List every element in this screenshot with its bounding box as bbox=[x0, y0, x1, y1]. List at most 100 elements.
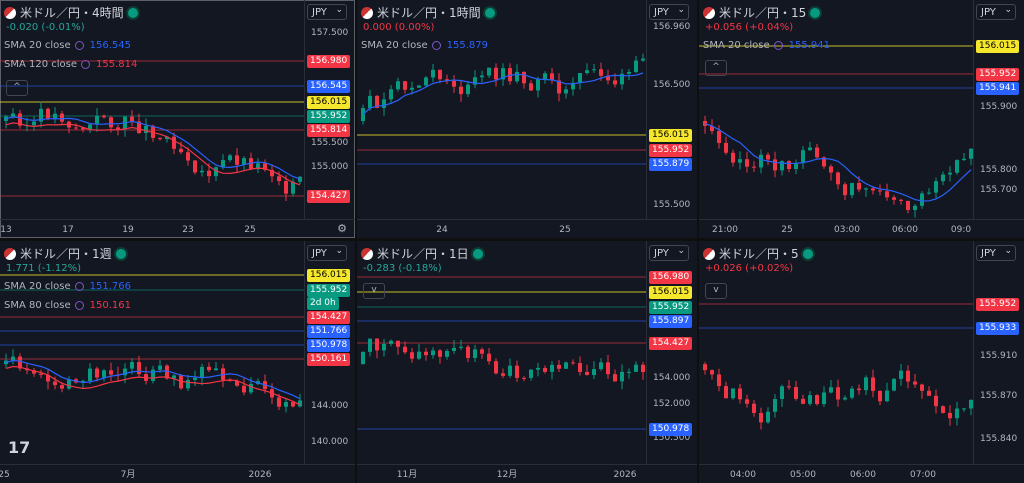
candle bbox=[745, 159, 749, 167]
collapse-legend-button[interactable]: ^ bbox=[6, 80, 28, 96]
price-axis[interactable]: 155.910 155.870 155.840 155.952 155.933 bbox=[973, 241, 1024, 465]
price-axis[interactable]: 157.500156.500155.500155.000156.980156.5… bbox=[304, 0, 355, 220]
candle bbox=[11, 356, 15, 361]
candle bbox=[822, 157, 826, 167]
candle bbox=[487, 353, 491, 362]
candle bbox=[857, 182, 861, 190]
candle bbox=[396, 81, 400, 90]
candle bbox=[291, 181, 295, 194]
indicator-name: SMA 20 close bbox=[4, 40, 71, 51]
chart-panel-p5[interactable]: 154.000 152.000 150.500 156.980 156.015 155.9… bbox=[357, 241, 697, 483]
price-plot[interactable] bbox=[357, 241, 647, 465]
price-tick: 154.000 bbox=[653, 373, 691, 383]
candle bbox=[158, 365, 162, 370]
candle bbox=[11, 113, 15, 117]
expand-legend-button[interactable]: v bbox=[705, 283, 727, 299]
currency-select[interactable]: JPY ⌄ bbox=[307, 4, 347, 20]
candle bbox=[808, 147, 812, 151]
candle bbox=[228, 155, 232, 161]
price-plot[interactable] bbox=[0, 0, 305, 220]
price-axis[interactable]: 156.960 156.500 155.500 156.015 155.952 155.8… bbox=[646, 0, 697, 220]
candle bbox=[815, 395, 819, 405]
time-axis[interactable]: 24 25 bbox=[357, 219, 697, 238]
time-axis[interactable]: 04:00 05:00 06:00 07:00 bbox=[699, 464, 1024, 483]
candle bbox=[787, 161, 791, 170]
candle bbox=[906, 200, 910, 210]
symbol-title[interactable]: 米ドル／円・15 bbox=[703, 4, 821, 21]
price-axis[interactable]: 144.000 140.000 156.015 155.952 2d 0h 154.427… bbox=[304, 241, 355, 465]
time-axis[interactable]: 25 7月 2026 bbox=[0, 464, 355, 483]
candle bbox=[759, 154, 763, 168]
price-change: +0.056 (+0.04%) bbox=[705, 22, 794, 33]
candle bbox=[878, 390, 882, 402]
currency-select[interactable]: JPY ⌄ bbox=[976, 4, 1016, 20]
candle bbox=[780, 161, 784, 171]
currency-select[interactable]: JPY ⌄ bbox=[649, 4, 689, 20]
candle bbox=[710, 370, 714, 375]
candle bbox=[277, 176, 281, 182]
candle bbox=[382, 99, 386, 108]
time-tick: 2026 bbox=[248, 470, 272, 480]
symbol-label: 米ドル／円・4時間 bbox=[20, 6, 124, 20]
expand-legend-button[interactable]: v bbox=[363, 283, 385, 299]
chevron-down-icon: ⌄ bbox=[677, 5, 685, 15]
chart-panel-p2[interactable]: 156.960 156.500 155.500 156.015 155.952 155.8… bbox=[357, 0, 697, 238]
candle bbox=[151, 369, 155, 381]
candle bbox=[808, 395, 812, 404]
price-axis[interactable]: 154.000 152.000 150.500 156.980 156.015 155.9… bbox=[646, 241, 697, 465]
price-tag: 156.545 bbox=[307, 80, 351, 93]
tradingview-logo: 17 bbox=[8, 438, 31, 457]
indicator-legend[interactable]: SMA 80 close 150.161 bbox=[4, 300, 131, 311]
indicator-value: 155.879 bbox=[446, 40, 489, 51]
price-plot[interactable] bbox=[699, 241, 974, 465]
candle bbox=[137, 121, 141, 134]
currency-select[interactable]: JPY ⌄ bbox=[976, 245, 1016, 261]
time-axis[interactable]: 11月 12月 2026 bbox=[357, 464, 697, 483]
candle bbox=[473, 77, 477, 85]
price-axis[interactable]: 155.900 155.800 155.700 156.015 155.952 155.9… bbox=[973, 0, 1024, 220]
candle bbox=[522, 377, 526, 379]
price-plot[interactable] bbox=[0, 241, 305, 465]
candle bbox=[948, 172, 952, 175]
chart-panel-p6[interactable]: 155.910 155.870 155.840 155.952 155.933 04:00… bbox=[699, 241, 1024, 483]
chart-panel-p1[interactable]: 157.500156.500155.500155.000156.980156.5… bbox=[0, 0, 355, 238]
candle bbox=[95, 115, 99, 125]
symbol-title[interactable]: 米ドル／円・5 bbox=[703, 245, 813, 262]
symbol-title[interactable]: 米ドル／円・1時間 bbox=[361, 4, 495, 21]
chart-panel-p4[interactable]: 144.000 140.000 156.015 155.952 2d 0h 154.427… bbox=[0, 241, 355, 483]
time-axis[interactable]: 13 17 19 23 25 bbox=[0, 219, 355, 238]
symbol-label: 米ドル／円・1週 bbox=[20, 247, 112, 261]
symbol-title[interactable]: 米ドル／円・1日 bbox=[361, 245, 483, 262]
candle bbox=[557, 364, 561, 369]
market-open-icon bbox=[802, 248, 813, 259]
indicator-legend[interactable]: SMA 120 close 155.814 bbox=[4, 59, 137, 70]
candle bbox=[613, 80, 617, 85]
candle bbox=[137, 362, 141, 375]
chart-panel-p3[interactable]: 155.900 155.800 155.700 156.015 155.952 155.9… bbox=[699, 0, 1024, 238]
price-tag: 154.427 bbox=[649, 337, 693, 350]
currency-select[interactable]: JPY ⌄ bbox=[307, 245, 347, 261]
indicator-legend[interactable]: SMA 20 close 155.879 bbox=[361, 40, 488, 51]
candle bbox=[466, 346, 470, 358]
candle bbox=[550, 73, 554, 81]
collapse-legend-button[interactable]: ^ bbox=[705, 60, 727, 76]
indicator-legend[interactable]: SMA 20 close 156.545 bbox=[4, 40, 131, 51]
settings-icon[interactable]: ⚙ bbox=[337, 222, 347, 235]
indicator-legend[interactable]: SMA 20 close 151.766 bbox=[4, 281, 131, 292]
price-plot[interactable] bbox=[699, 0, 974, 220]
time-axis[interactable]: 21:00 25 03:00 06:00 09:0 bbox=[699, 219, 1024, 238]
symbol-title[interactable]: 米ドル／円・4時間 bbox=[4, 4, 138, 21]
candle bbox=[88, 124, 92, 130]
candle bbox=[270, 169, 274, 177]
price-plot[interactable] bbox=[357, 0, 647, 220]
currency-label: JPY bbox=[654, 248, 669, 259]
symbol-title[interactable]: 米ドル／円・1週 bbox=[4, 245, 126, 262]
market-open-icon bbox=[115, 248, 126, 259]
indicator-legend[interactable]: SMA 20 close 155.941 bbox=[703, 40, 830, 51]
currency-select[interactable]: JPY ⌄ bbox=[649, 245, 689, 261]
candle bbox=[172, 136, 176, 149]
candle bbox=[18, 113, 22, 126]
price-tag: 156.015 bbox=[649, 129, 693, 142]
candle bbox=[144, 125, 148, 134]
candle bbox=[438, 350, 442, 357]
